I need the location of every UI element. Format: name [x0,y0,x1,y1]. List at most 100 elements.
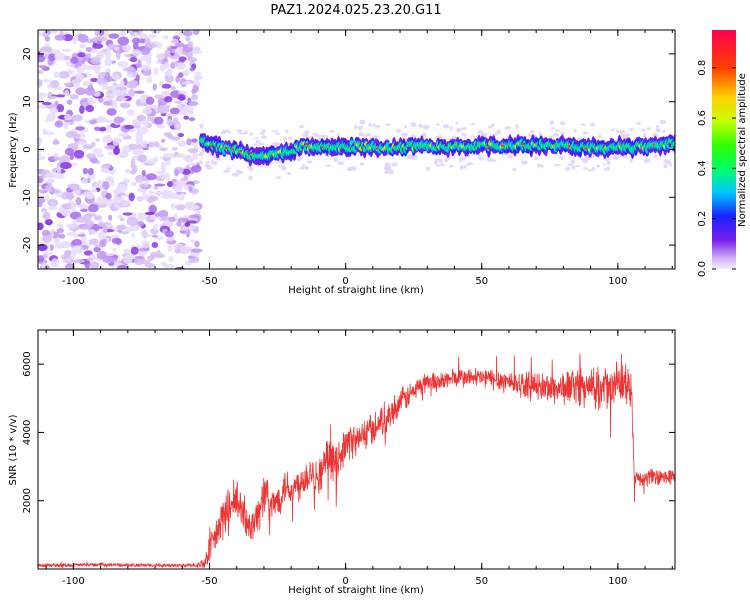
halo-point [403,125,408,128]
noise-blob [89,158,99,163]
noise-blob [103,30,109,39]
noise-blob [131,37,141,45]
x-tick-label: 0 [342,276,348,287]
noise-blob [111,99,118,109]
noise-blob [170,136,181,141]
noise-blob [64,250,71,259]
halo-point [668,163,673,167]
noise-blob [84,260,91,269]
noise-blob [38,255,45,263]
noise-blob [49,80,60,88]
halo-point [357,132,365,137]
halo-point [527,133,531,138]
noise-blob [180,230,188,234]
noise-blob [62,203,73,210]
noise-blob [112,188,121,195]
halo-point [409,154,414,160]
noise-blob [120,201,129,207]
noise-blob [67,183,80,189]
noise-blob [46,84,53,90]
noise-blob [75,126,85,131]
noise-blob [174,100,183,104]
y-tick-label: 0 [22,146,33,152]
halo-point [337,161,345,166]
noise-blob [175,75,180,83]
noise-blob [137,180,144,184]
halo-point [470,135,476,138]
noise-blob [76,233,86,237]
halo-point [470,122,475,126]
noise-blob [169,107,180,115]
halo-point [249,132,253,136]
noise-blob [175,204,186,211]
noise-blob [72,36,77,45]
noise-blob [75,141,88,145]
noise-blob [128,192,135,202]
halo-point [554,163,561,167]
halo-point [452,135,457,140]
noise-blob [174,184,181,193]
noise-blob [142,119,150,127]
noise-blob [156,249,161,256]
noise-blob [136,244,141,249]
noise-blob [178,56,187,62]
noise-blob [136,114,147,122]
halo-point [359,162,365,166]
noise-blob [95,138,101,142]
noise-blob [85,105,95,113]
snr-series-line [38,353,675,569]
noise-blob [45,172,56,179]
noise-blob [153,67,159,76]
noise-blob [38,222,44,231]
halo-point [329,129,335,133]
noise-blob [148,33,157,39]
halo-point [384,170,389,174]
noise-blob [83,250,93,256]
halo-point [213,160,218,166]
halo-point [254,136,259,139]
noise-blob [174,31,184,35]
halo-point [220,130,226,135]
snr-y-axis: 2000 4000 6000 [22,351,675,513]
halo-point [436,123,440,127]
noise-blob [124,124,135,130]
noise-blob [152,83,157,91]
halo-point [575,165,581,168]
noise-blob [160,190,169,196]
halo-point [552,133,559,137]
noise-blob [73,149,85,159]
noise-blob [38,152,42,157]
noise-blob [50,258,60,268]
noise-blob [128,143,138,150]
halo-point [260,130,265,136]
noise-blob [109,257,118,262]
noise-blob [189,66,195,72]
halo-point [236,169,240,172]
noise-blob [119,102,130,108]
noise-blob [113,46,120,51]
halo-point [282,136,287,141]
noise-blob [73,258,86,264]
noise-blob [187,204,200,210]
noise-blob [96,77,107,85]
noise-blob [151,241,159,249]
halo-point [570,159,576,164]
noise-blob [146,76,153,84]
spectrogram-y-axis: -20 -10 0 10 20 [22,48,675,253]
halo-point [333,157,338,163]
noise-blob [53,244,65,249]
noise-blob [131,181,137,186]
noise-blob [66,99,73,105]
halo-point [199,123,204,129]
halo-point [298,125,305,128]
halo-point [521,160,528,165]
noise-blob [112,247,117,252]
halo-point [324,164,332,167]
halo-point [655,124,660,130]
halo-point [359,119,366,125]
halo-point [515,124,519,129]
noise-blob [76,216,88,223]
noise-blob [42,251,54,256]
halo-point [347,167,354,172]
halo-point [477,154,482,159]
